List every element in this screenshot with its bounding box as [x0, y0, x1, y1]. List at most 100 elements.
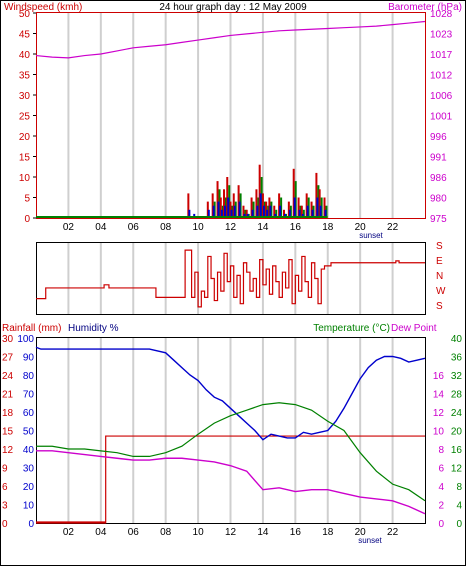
temp-humidity-tick-labels: 3027242118151296301009080706050403020100…	[2, 334, 462, 530]
rain-tick: 21	[2, 390, 14, 401]
x-tick-top: 08	[160, 222, 172, 233]
windspeed-tick: 20	[19, 132, 31, 143]
x-tick-bottom: 10	[193, 527, 205, 538]
dewpoint-tick: 2	[438, 501, 444, 512]
compass-label: S	[436, 241, 443, 252]
rain-tick: 9	[2, 464, 8, 475]
temperature-tick: 24	[451, 408, 463, 419]
dewpoint-tick: 14	[433, 390, 445, 401]
temperature-tick: 36	[451, 353, 463, 364]
windspeed-tick: 50	[19, 9, 31, 20]
compass-label: W	[436, 286, 446, 297]
rain-tick: 15	[2, 427, 14, 438]
humidity-tick: 70	[23, 390, 35, 401]
windspeed-tick: 15	[19, 153, 31, 164]
dewpoint-tick: 6	[438, 464, 444, 475]
windspeed-tick: 40	[19, 50, 31, 61]
windspeed-tick: 25	[19, 112, 31, 123]
dewpoint-axis-title: Dew Point	[391, 323, 437, 334]
x-tick-bottom: 02	[63, 527, 75, 538]
x-tick-top: 10	[193, 222, 205, 233]
dewpoint-tick: 16	[433, 371, 445, 382]
humidity-tick: 80	[23, 371, 35, 382]
barometer-tick: 975	[430, 214, 447, 225]
windspeed-tick: 45	[19, 30, 31, 41]
wind-barometer-gridlines	[67, 13, 394, 218]
rainfall-axis-title: Rainfall (mm)	[2, 323, 61, 334]
graph-title: 24 hour graph day : 12 May 2009	[159, 2, 307, 13]
x-tick-top: 04	[95, 222, 107, 233]
sunset-marker-top: sunset	[359, 231, 383, 240]
barometer-tick: 1001	[430, 112, 453, 123]
rain-tick: 12	[2, 445, 14, 456]
windspeed-tick: 10	[19, 173, 31, 184]
wind-direction-line	[36, 249, 425, 308]
x-tick-bottom: 18	[322, 527, 334, 538]
dewpoint-tick: 4	[438, 482, 444, 493]
temperature-line	[36, 402, 426, 502]
temperature-tick: 20	[451, 427, 463, 438]
x-tick-top: 06	[128, 222, 140, 233]
windspeed-tick: 0	[24, 214, 30, 225]
windspeed-tick: 35	[19, 71, 31, 82]
humidity-tick: 60	[23, 408, 35, 419]
barometer-tick-labels: 1028 1023 1017 1012 1006 1001 996 991 986 980 975	[430, 9, 453, 225]
x-tick-top: 16	[290, 222, 302, 233]
humidity-tick: 10	[23, 501, 35, 512]
rain-tick: 18	[2, 408, 14, 419]
dewpoint-tick: 10	[433, 427, 445, 438]
barometer-tick: 986	[430, 173, 447, 184]
windspeed-tick: 5	[24, 194, 30, 205]
x-tick-bottom: 04	[95, 527, 107, 538]
sunset-marker-bottom: sunset	[358, 536, 382, 545]
windspeed-axis-title: Windspeed (kmh)	[4, 2, 82, 13]
x-tick-bottom: 16	[290, 527, 302, 538]
barometer-tick: 980	[430, 194, 447, 205]
temperature-tick: 4	[456, 501, 462, 512]
barometer-tick: 996	[430, 132, 447, 143]
dewpoint-tick: 0	[438, 519, 444, 530]
humidity-tick: 0	[28, 519, 34, 530]
rain-tick: 30	[2, 334, 14, 345]
barometer-line	[35, 20, 426, 59]
temperature-tick: 28	[451, 390, 463, 401]
rain-tick: 6	[2, 482, 8, 493]
wind-bars	[36, 164, 328, 218]
windspeed-tick: 30	[19, 91, 31, 102]
temperature-tick: 8	[456, 482, 462, 493]
x-tick-top: 12	[225, 222, 237, 233]
rain-tick: 3	[2, 501, 8, 512]
humidity-line	[35, 346, 426, 441]
rainfall-line	[36, 435, 425, 524]
x-tick-bottom: 12	[225, 527, 237, 538]
x-tick-top: 14	[257, 222, 269, 233]
compass-label: S	[436, 301, 443, 312]
compass-label: N	[436, 271, 443, 282]
temperature-tick: 16	[451, 445, 463, 456]
compass-label: E	[436, 256, 443, 267]
rain-tick: 24	[2, 371, 14, 382]
dewpoint-line	[36, 450, 426, 515]
x-tick-top: 22	[387, 222, 399, 233]
x-tick-bottom: 20	[355, 527, 367, 538]
humidity-tick: 90	[23, 353, 35, 364]
humidity-tick: 100	[17, 334, 34, 345]
humidity-tick: 30	[23, 464, 35, 475]
barometer-tick: 1028	[430, 9, 453, 20]
humidity-tick: 20	[23, 482, 35, 493]
temperature-axis-title: Temperature (°C)	[313, 323, 390, 334]
humidity-tick: 40	[23, 445, 35, 456]
barometer-tick: 991	[430, 153, 447, 164]
wind-x-tick-labels: 02 04 06 08 10 12 14 16 18 20 22	[63, 222, 399, 233]
temperature-tick: 40	[451, 334, 463, 345]
temperature-tick: 32	[451, 371, 463, 382]
barometer-line-group	[35, 20, 426, 59]
barometer-tick: 1012	[430, 71, 453, 82]
x-tick-bottom: 08	[160, 527, 172, 538]
x-tick-top: 20	[355, 222, 367, 233]
x-tick-bottom: 06	[128, 527, 140, 538]
